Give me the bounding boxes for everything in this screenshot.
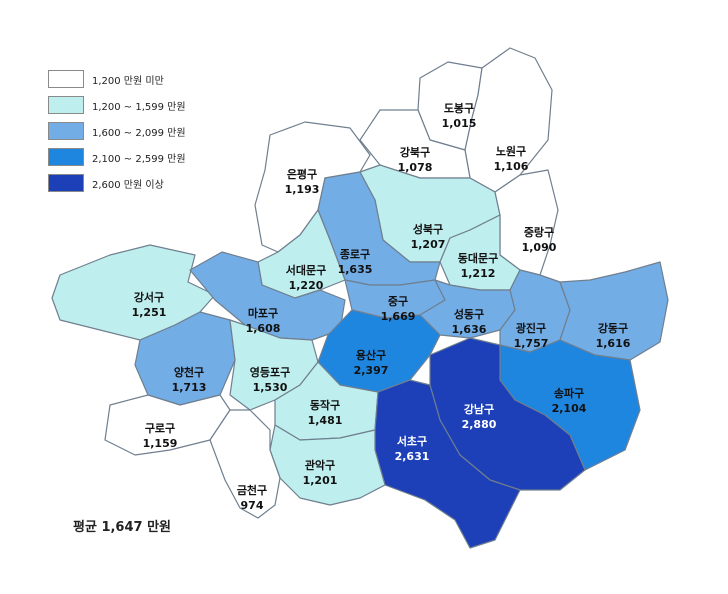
district-name-dongjak: 동작구 xyxy=(310,398,340,412)
district-value-jongno: 1,635 xyxy=(338,263,373,276)
district-name-seodaemun: 서대문구 xyxy=(286,263,326,277)
district-name-seocho: 서초구 xyxy=(397,434,427,448)
district-value-junggu: 1,669 xyxy=(381,310,416,323)
district-name-mapo: 마포구 xyxy=(248,306,278,320)
district-name-jongno: 종로구 xyxy=(340,248,370,261)
district-name-yeongdeungpo: 영등포구 xyxy=(250,366,290,379)
legend-swatch xyxy=(48,70,84,88)
district-value-gangdong: 1,616 xyxy=(596,337,631,350)
legend-item: 2,600 만원 이상 xyxy=(48,170,186,196)
legend-item: 1,200 만원 미만 xyxy=(48,66,186,92)
legend-label: 2,100 ~ 2,599 만원 xyxy=(92,153,186,165)
legend-item: 1,600 ~ 2,099 만원 xyxy=(48,118,186,144)
district-value-yangcheon: 1,713 xyxy=(172,381,207,394)
district-name-nowon: 노원구 xyxy=(496,144,526,158)
district-name-guro: 구로구 xyxy=(145,422,175,435)
legend-item: 2,100 ~ 2,599 만원 xyxy=(48,144,186,170)
legend-label: 2,600 만원 이상 xyxy=(92,179,164,191)
district-value-nowon: 1,106 xyxy=(494,160,529,173)
district-value-gangbuk: 1,078 xyxy=(398,161,433,174)
legend-label: 1,600 ~ 2,099 만원 xyxy=(92,127,186,139)
district-value-yeongdeungpo: 1,530 xyxy=(253,381,288,394)
district-value-geumcheon: 974 xyxy=(241,499,264,512)
district-name-eunpyeong: 은평구 xyxy=(287,167,317,181)
district-value-yongsan: 2,397 xyxy=(354,364,389,377)
district-value-dongjak: 1,481 xyxy=(308,414,343,427)
district-name-gangseo: 강서구 xyxy=(134,290,164,304)
legend-item: 1,200 ~ 1,599 만원 xyxy=(48,92,186,118)
legend-swatch xyxy=(48,148,84,166)
district-value-dobong: 1,015 xyxy=(442,117,477,130)
average-label: 평균 1,647 만원 xyxy=(73,520,172,535)
legend-label: 1,200 만원 미만 xyxy=(92,75,164,87)
district-name-dongdaemun: 동대문구 xyxy=(458,251,498,265)
district-value-gwanak: 1,201 xyxy=(303,474,338,487)
legend-swatch xyxy=(48,174,84,192)
district-value-gangnam: 2,880 xyxy=(462,418,497,431)
district-value-songpa: 2,104 xyxy=(552,402,587,415)
district-value-gangseo: 1,251 xyxy=(132,306,167,319)
district-name-geumcheon: 금천구 xyxy=(237,483,267,497)
district-value-eunpyeong: 1,193 xyxy=(285,183,320,196)
district-name-yongsan: 용산구 xyxy=(356,348,386,362)
district-name-gangdong: 강동구 xyxy=(598,321,628,335)
district-value-seodaemun: 1,220 xyxy=(289,279,324,292)
district-name-seongdong: 성동구 xyxy=(454,307,484,321)
district-value-seongbuk: 1,207 xyxy=(411,238,446,251)
district-name-jungnang: 중랑구 xyxy=(524,226,554,239)
legend-swatch xyxy=(48,122,84,140)
district-value-gwangjin: 1,757 xyxy=(514,337,549,350)
legend: 1,200 만원 미만 1,200 ~ 1,599 만원 1,600 ~ 2,0… xyxy=(48,66,186,196)
district-value-mapo: 1,608 xyxy=(246,322,281,335)
district-value-seocho: 2,631 xyxy=(395,450,430,463)
district-value-dongdaemun: 1,212 xyxy=(461,267,496,280)
district-name-junggu: 중구 xyxy=(388,295,408,308)
district-name-yangcheon: 양천구 xyxy=(174,365,204,379)
district-value-jungnang: 1,090 xyxy=(522,241,557,254)
district-value-guro: 1,159 xyxy=(143,437,178,450)
district-name-songpa: 송파구 xyxy=(554,386,584,400)
district-name-gangnam: 강남구 xyxy=(464,402,494,416)
district-name-dobong: 도봉구 xyxy=(444,102,474,115)
district-geumcheon xyxy=(209,409,281,519)
district-value-seongdong: 1,636 xyxy=(452,323,487,336)
district-name-gwanak: 관악구 xyxy=(305,458,335,472)
district-gangdong xyxy=(559,261,669,361)
district-name-gwangjin: 광진구 xyxy=(516,321,546,335)
district-yangcheon xyxy=(134,311,236,406)
district-name-gangbuk: 강북구 xyxy=(400,145,430,159)
legend-swatch xyxy=(48,96,84,114)
district-name-seongbuk: 성북구 xyxy=(413,222,443,236)
legend-label: 1,200 ~ 1,599 만원 xyxy=(92,101,186,113)
